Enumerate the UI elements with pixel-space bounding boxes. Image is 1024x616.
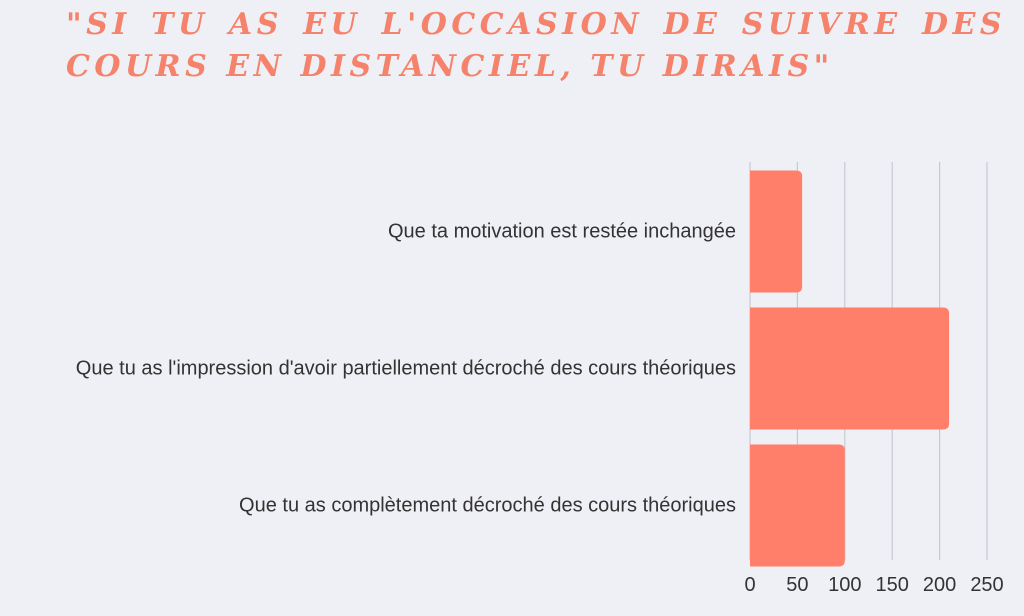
chart-title-line-1: "Si tu as eu l'occasion de suivre des bbox=[66, 7, 1006, 42]
bar-3 bbox=[750, 444, 845, 567]
x-tick-label-100: 100 bbox=[828, 574, 861, 596]
chart-title: "Si tu as eu l'occasion de suivre des co… bbox=[66, 4, 1006, 88]
bar-1 bbox=[750, 170, 803, 293]
x-axis-ticks: 0 50 100 150 200 250 bbox=[744, 574, 1003, 596]
category-label-1: Que ta motivation est restée inchangée bbox=[388, 221, 736, 243]
x-tick-label-50: 50 bbox=[786, 574, 808, 596]
x-tick-label-250: 250 bbox=[970, 574, 1003, 596]
category-label-3: Que tu as complètement décroché des cour… bbox=[239, 495, 736, 517]
x-tick-label-150: 150 bbox=[876, 574, 909, 596]
chart-title-line-2: cours en distanciel, tu dirais" bbox=[66, 49, 834, 84]
category-label-2: Que tu as l'impression d'avoir partielle… bbox=[76, 358, 736, 380]
x-tick-label-200: 200 bbox=[923, 574, 956, 596]
category-labels: Que ta motivation est restée inchangée Qu… bbox=[76, 221, 736, 517]
bar-2 bbox=[750, 307, 950, 430]
x-tick-label-0: 0 bbox=[744, 574, 755, 596]
bars bbox=[750, 170, 950, 567]
